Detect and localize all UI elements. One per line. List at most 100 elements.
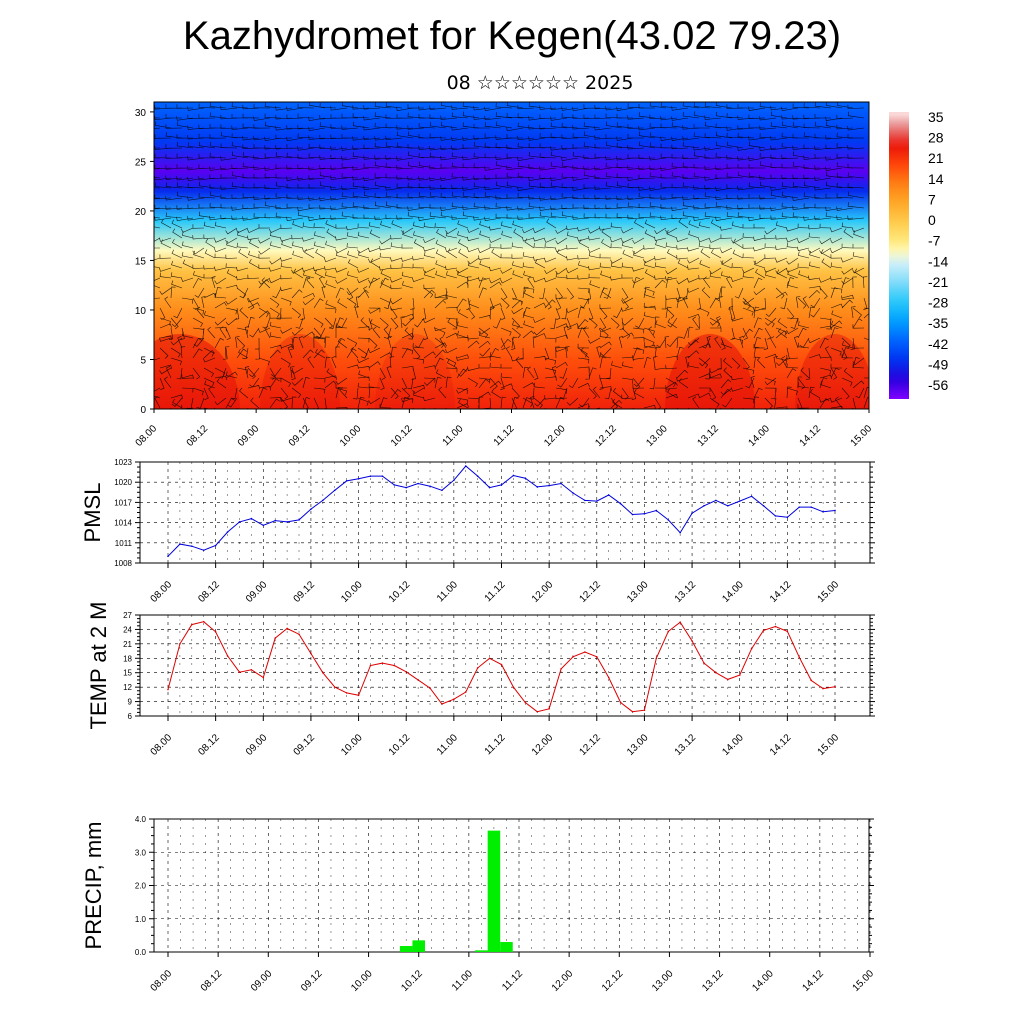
wind-barb — [379, 352, 392, 359]
wind-barb — [302, 349, 314, 359]
wind-barb — [638, 192, 656, 199]
wind-barb — [418, 216, 436, 221]
wind-barb — [753, 287, 766, 296]
wind-barb — [181, 251, 194, 259]
wind-barb — [703, 276, 711, 289]
wind-barb — [582, 326, 590, 339]
wind-barb — [177, 336, 183, 349]
wind-barb — [473, 152, 491, 159]
wind-barb — [489, 277, 502, 284]
wind-barb — [825, 134, 843, 140]
wind-barb — [154, 187, 161, 189]
temp-xtick-label: 14.12 — [768, 732, 794, 758]
wind-barb — [346, 231, 359, 239]
wind-barb — [457, 330, 469, 339]
wind-barb — [649, 142, 667, 149]
wind-barb — [731, 263, 744, 269]
wind-barb — [302, 222, 315, 229]
wind-barb — [335, 277, 348, 284]
wind-barb — [819, 223, 832, 229]
pmsl-xtick-label: 10.00 — [339, 579, 365, 605]
wind-barb — [423, 251, 436, 259]
wind-barb — [841, 277, 854, 285]
wind-barb — [308, 184, 326, 189]
wind-barb — [775, 291, 788, 299]
wind-barb — [434, 294, 447, 299]
wind-barb — [154, 257, 161, 261]
wind-barb — [187, 196, 205, 201]
wind-barb — [830, 227, 843, 233]
wind-barb — [269, 398, 280, 409]
wind-barb — [825, 181, 843, 189]
wind-barb — [563, 326, 568, 339]
temp-ytick-label: 6 — [128, 712, 133, 721]
wind-barb — [445, 265, 458, 271]
wind-barb — [709, 272, 722, 279]
wind-barb — [440, 184, 458, 190]
wind-barb — [292, 220, 304, 229]
wind-barb — [644, 261, 656, 269]
wind-barb — [534, 397, 546, 407]
precip-ytick-label: 4.0 — [135, 815, 147, 824]
wind-barb — [555, 287, 563, 300]
wind-barb — [589, 280, 601, 289]
cs-xtick-label: 14.12 — [798, 423, 824, 449]
precip-bar — [475, 950, 488, 952]
wind-barb — [319, 165, 337, 170]
wind-barb — [335, 338, 346, 349]
wind-barb — [619, 317, 624, 330]
wind-barb — [704, 176, 722, 181]
wind-barb — [742, 307, 754, 316]
wind-barb — [264, 153, 282, 159]
wind-barb — [522, 307, 531, 319]
wind-barb — [390, 284, 403, 290]
wind-barb — [308, 175, 326, 180]
wind-barb — [170, 357, 182, 366]
wind-barb — [396, 114, 414, 119]
wind-barb — [390, 234, 403, 240]
wind-barb — [577, 319, 589, 329]
wind-barb — [594, 114, 612, 119]
temp-ytick-label: 9 — [128, 698, 133, 707]
wind-barb — [236, 266, 249, 272]
wind-barb — [165, 196, 183, 201]
wind-barb — [258, 357, 270, 366]
wind-barb — [269, 257, 282, 265]
wind-barb — [234, 307, 240, 320]
wind-barb — [355, 296, 361, 309]
wind-barb — [638, 125, 656, 131]
wind-barb — [447, 248, 458, 259]
wind-barb — [170, 337, 183, 346]
wind-barb — [770, 206, 788, 212]
wind-barb — [808, 275, 821, 280]
precip-xtick-label: 14.00 — [750, 968, 776, 994]
wind-barb — [517, 156, 535, 162]
wind-barb — [715, 174, 733, 179]
wind-barb — [407, 206, 425, 211]
wind-barb — [225, 263, 238, 269]
wind-barb — [467, 335, 480, 340]
wind-barb — [841, 377, 853, 387]
wind-barb — [176, 141, 194, 149]
precip-ytick-label: 0.0 — [135, 948, 147, 957]
precip-xtick-label: 10.00 — [349, 968, 375, 994]
wind-barb — [253, 103, 271, 109]
wind-barb — [181, 374, 194, 379]
wind-barb — [805, 367, 811, 380]
wind-barb — [764, 397, 773, 409]
wind-barb — [787, 281, 799, 289]
wind-barb — [667, 317, 678, 328]
wind-barb — [539, 182, 557, 189]
cs-xtick-label: 13.00 — [644, 423, 670, 449]
wind-barb — [347, 250, 359, 259]
wind-barb — [528, 213, 546, 219]
wind-barb — [500, 372, 513, 379]
wind-barb — [792, 174, 810, 180]
wind-barb — [165, 124, 183, 129]
wind-barb — [855, 387, 865, 399]
wind-barb — [830, 276, 843, 281]
wind-barb — [666, 229, 678, 239]
wind-barb — [363, 163, 381, 169]
wind-barb — [154, 266, 161, 269]
wind-barb — [847, 154, 865, 159]
